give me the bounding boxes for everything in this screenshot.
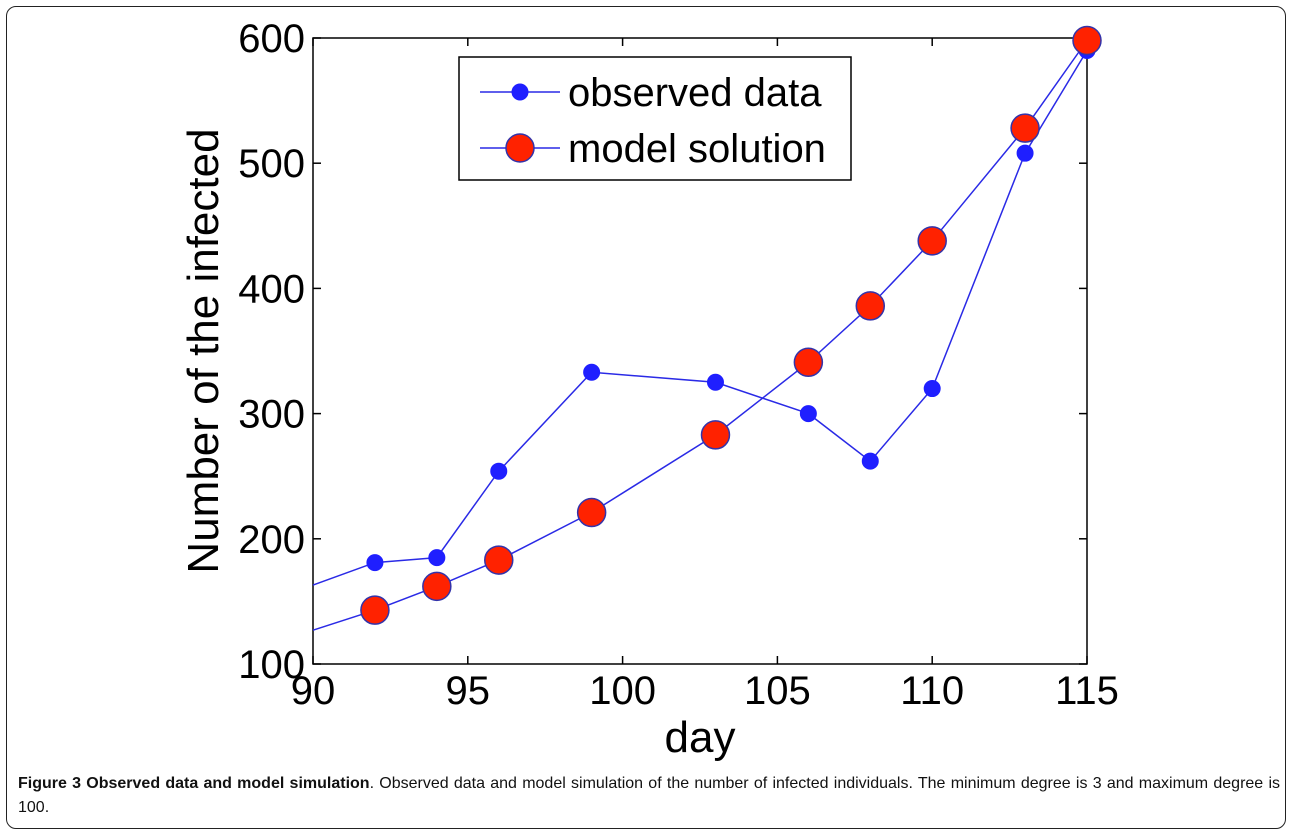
model-point [360, 595, 390, 625]
y-tick-label: 600 [238, 17, 305, 61]
legend: observed data model solution [458, 56, 852, 181]
x-tick-label: 90 [291, 669, 336, 713]
observed-point [366, 554, 384, 572]
x-tick-label: 105 [744, 669, 811, 713]
model-point [484, 545, 514, 575]
model-point [1072, 25, 1102, 56]
model-point [855, 291, 886, 321]
legend-marker-model [505, 133, 535, 163]
observed-point [1016, 144, 1034, 162]
observed-point [583, 363, 601, 381]
y-tick-label: 300 [238, 393, 305, 437]
model-point [793, 347, 824, 378]
model-point [700, 420, 731, 450]
y-tick-label: 100 [238, 643, 305, 687]
legend-label-model: model solution [568, 127, 826, 171]
legend-marker-observed [511, 83, 529, 101]
plot-area-frame [312, 37, 1088, 665]
chart: 90 95 100 105 110 115 100 200 300 400 500 600 day N… [179, 17, 1119, 762]
model-point [1010, 113, 1040, 143]
observed-point [428, 549, 446, 567]
model-point [422, 571, 452, 602]
x-tick-label: 100 [589, 669, 656, 713]
observed-point [490, 462, 508, 480]
y-axis-label: Number of the infected [179, 128, 228, 573]
caption-text: . Observed data and model simulation of … [18, 775, 1280, 816]
observed-point [799, 405, 817, 423]
x-tick-label: 110 [900, 669, 964, 713]
x-tick-label: 115 [1055, 669, 1119, 713]
y-tick-label: 500 [238, 142, 305, 186]
model-point [917, 226, 947, 256]
observed-point [861, 452, 879, 470]
legend-label-observed: observed data [568, 71, 822, 115]
y-tick-label: 200 [238, 518, 305, 562]
caption-title: Figure 3 Observed data and model simulat… [18, 775, 370, 792]
x-tick-label: 95 [446, 669, 491, 713]
x-axis-label: day [665, 713, 736, 762]
observed-point [706, 373, 724, 391]
model-point [576, 497, 607, 528]
observed-point [923, 380, 941, 398]
y-tick-label: 400 [238, 267, 305, 311]
figure-caption: Figure 3 Observed data and model simulat… [18, 772, 1280, 820]
